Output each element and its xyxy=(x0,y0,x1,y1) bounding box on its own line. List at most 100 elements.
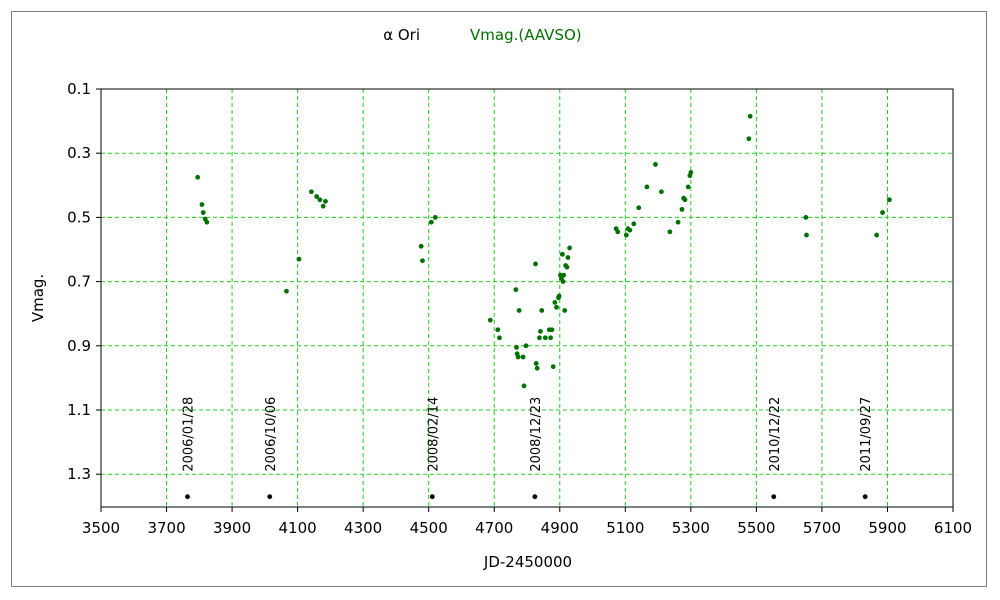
x-tick-label: 6100 xyxy=(934,519,972,537)
x-tick-label: 4300 xyxy=(344,519,382,537)
data-point xyxy=(636,205,642,211)
y-axis-label: Vmag. xyxy=(29,274,47,322)
data-point xyxy=(567,245,572,251)
x-tick-label: 3900 xyxy=(213,519,251,537)
data-point xyxy=(200,210,206,215)
x-tick-label: 5700 xyxy=(803,519,841,537)
data-point xyxy=(418,243,424,249)
data-point xyxy=(495,327,501,333)
x-tick-label: 4900 xyxy=(541,519,579,537)
data-point xyxy=(559,251,565,257)
data-point xyxy=(803,215,809,220)
data-point xyxy=(560,279,566,284)
x-tick-label: 5300 xyxy=(672,519,710,537)
date-marker-point xyxy=(429,494,435,500)
data-point xyxy=(284,288,289,294)
data-point xyxy=(539,308,545,313)
date-marker-point xyxy=(771,494,777,500)
data-point xyxy=(314,194,320,199)
x-axis: 3500 3700 3900 4100 4300 4500 4700 4900 5100 5300… xyxy=(82,507,972,537)
data-point xyxy=(550,364,556,370)
data-points xyxy=(195,113,892,389)
data-point xyxy=(747,113,753,119)
x-tick-label: 5100 xyxy=(606,519,644,537)
data-point xyxy=(887,197,892,203)
plot-border xyxy=(100,88,954,508)
data-point xyxy=(534,365,540,371)
data-point xyxy=(296,256,302,262)
date-marker-label: 2011/09/27 xyxy=(859,397,874,472)
data-point xyxy=(487,317,493,323)
data-point xyxy=(653,162,658,167)
data-point xyxy=(317,197,323,203)
date-marker-point xyxy=(185,494,190,500)
data-point xyxy=(552,300,558,305)
x-tick-label: 4700 xyxy=(475,519,513,537)
data-point xyxy=(667,229,673,235)
date-marker-label: 2006/01/28 xyxy=(182,397,197,472)
data-point xyxy=(679,206,685,212)
data-point xyxy=(515,354,521,360)
x-tick-label: 3500 xyxy=(82,519,120,537)
data-point xyxy=(804,232,809,238)
data-point xyxy=(538,328,543,334)
date-markers: 2006/01/28 2006/10/06 2008/02/14 2008/12/23… xyxy=(182,397,874,500)
data-point xyxy=(514,345,519,350)
data-point xyxy=(562,308,568,313)
data-point xyxy=(523,343,529,349)
data-point xyxy=(549,327,555,333)
y-tick-label: 0.5 xyxy=(67,208,91,226)
chart-title-object: α Ori xyxy=(383,26,420,44)
data-point xyxy=(195,174,201,180)
data-point xyxy=(685,184,691,190)
date-marker-label: 2008/12/23 xyxy=(529,397,544,472)
y-tick-label: 1.3 xyxy=(67,465,91,483)
date-marker-label: 2008/02/14 xyxy=(426,397,441,472)
date-marker-label: 2006/10/06 xyxy=(264,397,279,472)
data-point xyxy=(513,287,519,293)
data-point xyxy=(323,198,328,204)
x-tick-label: 5900 xyxy=(868,519,906,537)
data-point xyxy=(627,227,633,233)
data-point xyxy=(520,354,526,360)
chart-title-series: Vmag.(AAVSO) xyxy=(470,26,582,44)
y-axis: 0.1 0.3 0.5 0.7 0.9 1.1 1.3 xyxy=(67,80,101,483)
data-point xyxy=(542,335,548,341)
data-point xyxy=(631,221,637,227)
data-point xyxy=(320,203,326,209)
data-point xyxy=(615,229,621,235)
y-tick-label: 0.1 xyxy=(67,80,91,98)
data-point xyxy=(537,335,542,341)
data-point xyxy=(688,170,694,175)
date-marker-point xyxy=(532,494,538,500)
data-point xyxy=(533,361,539,366)
data-point xyxy=(521,383,527,389)
date-marker-label: 2010/12/22 xyxy=(768,397,783,472)
x-tick-label: 5500 xyxy=(737,519,775,537)
data-point xyxy=(497,335,502,341)
data-point xyxy=(682,197,688,203)
y-tick-label: 0.9 xyxy=(67,337,91,355)
x-tick-label: 4500 xyxy=(410,519,448,537)
data-point xyxy=(564,264,570,270)
data-point xyxy=(746,136,752,142)
data-point xyxy=(432,215,438,220)
y-tick-label: 0.7 xyxy=(67,273,91,291)
data-point xyxy=(644,184,650,190)
data-point xyxy=(516,308,522,313)
date-marker-point xyxy=(267,494,273,500)
data-point xyxy=(204,219,210,225)
x-axis-label: JD-2450000 xyxy=(483,553,572,571)
data-point xyxy=(308,189,314,195)
data-point xyxy=(548,335,553,341)
data-point xyxy=(880,210,885,215)
data-point xyxy=(533,261,538,267)
data-point xyxy=(675,219,681,225)
x-tick-label: 4100 xyxy=(279,519,317,537)
data-point xyxy=(199,202,205,207)
plot-area xyxy=(101,89,953,507)
y-tick-label: 1.1 xyxy=(67,401,91,419)
data-point xyxy=(428,219,434,225)
data-point xyxy=(420,258,425,264)
